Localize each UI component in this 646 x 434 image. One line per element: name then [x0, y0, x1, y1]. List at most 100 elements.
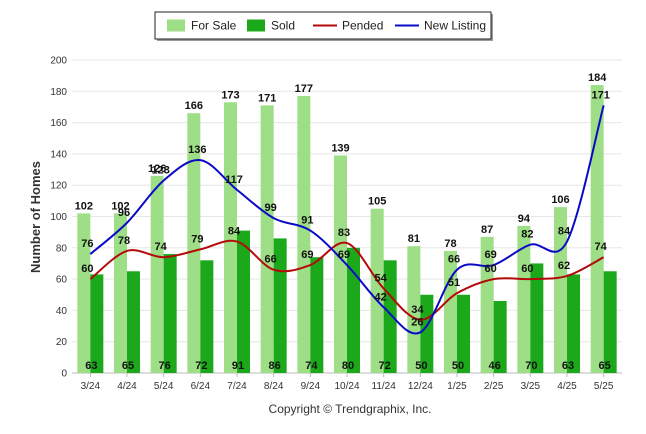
sold-value-label: 91	[232, 360, 244, 372]
legend: For Sale Sold Pended New Listing	[154, 11, 493, 41]
sold-value-label: 80	[342, 360, 354, 372]
pended-value-label: 51	[448, 277, 460, 289]
x-tick-label: 1/25	[447, 381, 467, 392]
y-tick-label: 0	[61, 369, 67, 380]
sold-value-label: 72	[379, 360, 391, 372]
legend-label: For Sale	[191, 19, 237, 33]
sold-value-label: 86	[269, 360, 281, 372]
sold-value-label: 50	[415, 360, 427, 372]
pended-value-label: 54	[375, 272, 388, 284]
bar-for-sale	[517, 225, 531, 373]
for-sale-value-label: 102	[75, 200, 93, 212]
bar-for-sale	[407, 246, 421, 373]
x-tick-label: 12/24	[408, 381, 433, 392]
sold-value-label: 74	[305, 360, 318, 372]
x-tick-label: 11/24	[372, 381, 397, 392]
data-labels: 102 102 126 166 173 171 177 139 105 81 78 87 94 106 18…	[75, 72, 611, 372]
bar-for-sale	[370, 208, 384, 373]
new-listing-value-label: 26	[411, 316, 423, 328]
bar-sold	[127, 271, 140, 373]
for-sale-value-label: 173	[221, 89, 239, 101]
pended-value-label: 62	[558, 260, 570, 272]
sold-value-label: 63	[85, 360, 97, 372]
for-sale-value-label: 177	[295, 83, 313, 95]
bar-for-sale	[444, 250, 457, 373]
pended-value-label: 69	[301, 249, 313, 261]
pended-value-label: 74	[595, 241, 608, 253]
new-listing-value-label: 42	[375, 291, 387, 303]
bar-for-sale	[480, 236, 494, 373]
x-tick-label: 2/25	[484, 381, 504, 392]
new-listing-value-label: 91	[301, 215, 313, 227]
new-listing-value-label: 84	[558, 226, 571, 238]
bar-for-sale	[554, 207, 567, 373]
sold-value-label: 65	[599, 360, 611, 372]
x-tick-label: 7/24	[227, 381, 247, 392]
x-tick-label: 5/25	[594, 381, 614, 392]
sold-value-label: 63	[562, 360, 574, 372]
new-listing-line	[89, 105, 605, 335]
bar-for-sale	[187, 113, 201, 374]
legend-label: Sold	[271, 19, 295, 33]
new-listing-value-label: 66	[448, 254, 460, 266]
bars	[77, 85, 617, 374]
y-tick-label: 100	[50, 212, 67, 223]
bar-sold	[603, 271, 617, 373]
sold-value-label: 65	[122, 360, 134, 372]
for-sale-value-label: 184	[588, 72, 607, 84]
bar-sold	[493, 301, 507, 373]
y-tick-label: 20	[56, 337, 68, 348]
bar-sold	[163, 254, 177, 373]
y-tick-label: 60	[56, 275, 68, 286]
new-listing-value-label: 82	[521, 229, 533, 241]
new-listing-value-label: 69	[338, 249, 350, 261]
bar-for-sale	[150, 175, 164, 373]
pended-value-label: 78	[118, 235, 130, 247]
bar-sold	[567, 274, 580, 373]
for-sale-value-label: 87	[481, 224, 493, 236]
sold-value-label: 76	[159, 360, 171, 372]
new-listing-value-label: 69	[485, 249, 497, 261]
lines	[89, 105, 605, 335]
for-sale-value-label: 105	[368, 196, 386, 208]
y-tick-label: 140	[50, 149, 67, 160]
x-tick-label: 5/24	[154, 381, 174, 392]
bar-sold	[530, 263, 544, 373]
for-sale-value-label: 171	[258, 92, 276, 104]
bar-for-sale	[334, 155, 347, 373]
bar-sold	[383, 260, 397, 373]
bar-sold	[420, 294, 434, 373]
bar-sold	[200, 260, 214, 373]
x-tick-label: 3/24	[81, 381, 101, 392]
legend-label: Pended	[342, 19, 383, 33]
new-listing-value-label: 99	[265, 202, 277, 214]
bar-for-sale	[260, 105, 274, 373]
pended-line	[89, 239, 605, 321]
bar-for-sale	[77, 213, 91, 373]
bar-sold	[347, 247, 360, 373]
y-tick-label: 80	[56, 243, 68, 254]
new-listing-value-label: 171	[591, 89, 609, 101]
for-sale-value-label: 139	[331, 142, 349, 154]
pended-value-label: 60	[81, 263, 93, 275]
sold-value-label: 72	[195, 360, 207, 372]
for-sale-value-label: 126	[148, 163, 166, 175]
sold-value-label: 46	[489, 360, 501, 372]
y-tick-label: 120	[50, 181, 67, 192]
x-tick-label: 4/24	[117, 381, 137, 392]
pended-value-label: 60	[485, 263, 497, 275]
x-tick-label: 4/25	[557, 381, 577, 392]
x-tick-label: 6/24	[191, 381, 211, 392]
for-sale-value-label: 81	[408, 233, 420, 245]
pended-value-label: 79	[191, 233, 203, 245]
new-listing-value-label: 136	[188, 144, 206, 156]
sold-value-label: 70	[525, 360, 537, 372]
legend-label: New Listing	[424, 19, 486, 33]
axes: 0 20 40 60 80 100 120 140 160 180 200 3/24 4/24 5/24 6…	[50, 56, 622, 392]
pended-value-label: 66	[265, 254, 277, 266]
for-sale-value-label: 102	[111, 200, 129, 212]
x-tick-label: 9/24	[301, 381, 321, 392]
bar-for-sale	[297, 95, 311, 374]
pended-value-label: 60	[521, 263, 533, 275]
